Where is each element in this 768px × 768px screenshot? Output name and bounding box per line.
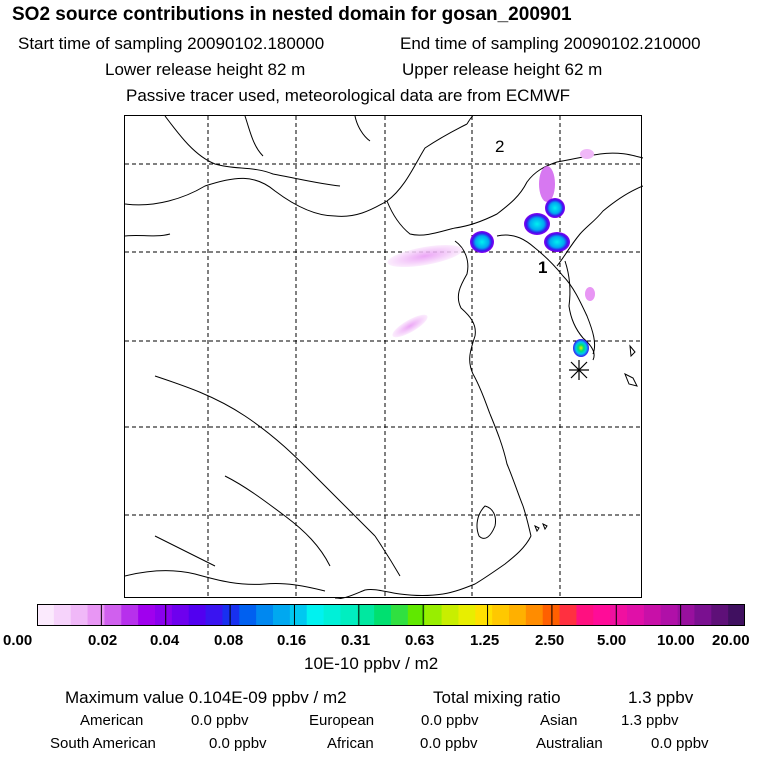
tick-label: 0.08	[214, 632, 244, 649]
colorbar-segment	[643, 604, 662, 626]
colorbar-segment	[37, 604, 55, 626]
tick-label: 0.00	[3, 632, 33, 649]
colorbar-segment	[610, 604, 628, 626]
asterisk-icon	[569, 360, 589, 380]
region-value: 0.0 ppbv	[191, 712, 249, 729]
max-value: Maximum value 0.104E-09 ppbv / m2	[65, 688, 347, 707]
region-name: American	[80, 712, 144, 729]
tick-label: 2.50	[535, 632, 565, 649]
region-value: 0.0 ppbv	[420, 735, 478, 752]
colorbar-segment	[424, 604, 443, 626]
colorbar-segment	[188, 604, 207, 626]
colorbar	[37, 604, 745, 626]
colorbar-segment	[155, 604, 173, 626]
colorbar-segment	[728, 604, 745, 626]
colorbar-segment	[441, 604, 460, 626]
colorbar-segment	[357, 604, 375, 626]
region-value: 0.0 ppbv	[421, 712, 479, 729]
colorbar-segment	[509, 604, 527, 626]
colorbar-border	[37, 604, 745, 626]
region-name: South American	[50, 735, 156, 752]
colorbar-segment	[87, 604, 106, 626]
map-panel: 2 1	[124, 115, 643, 599]
map-title: SO2 source contributions in nested domai…	[12, 4, 572, 25]
region-value: 0.0 ppbv	[209, 735, 267, 752]
colorbar-segment	[627, 604, 645, 626]
region-name: Asian	[540, 712, 578, 729]
plume-layer	[387, 149, 595, 357]
tick-label: 20.00	[712, 632, 750, 649]
region-name: African	[327, 735, 374, 752]
colorbar-segment	[576, 604, 594, 626]
total-mixing-label: Total mixing ratio	[433, 688, 561, 707]
tick-label: 0.04	[150, 632, 180, 649]
marker-2: 2	[495, 137, 504, 156]
colorbar-units: 10E-10 ppbv / m2	[304, 654, 439, 673]
colorbar-segment	[306, 604, 325, 626]
marker-1: 1	[538, 258, 547, 277]
colorbar-segment	[340, 604, 358, 626]
colorbar-segment	[407, 604, 426, 626]
colorbar-segment	[323, 604, 342, 626]
region-name: European	[309, 712, 375, 729]
total-mixing-value: 1.3 ppbv	[628, 688, 694, 707]
coastlines	[125, 116, 643, 599]
colorbar-segment	[525, 604, 544, 626]
colorbar-segment	[256, 604, 274, 626]
colorbar-segment	[53, 604, 72, 626]
colorbar-segment	[239, 604, 257, 626]
colorbar-segment	[593, 604, 611, 626]
upper-release-height: Upper release height 62 m	[402, 60, 603, 79]
colorbar-segment	[492, 604, 510, 626]
tick-label: 10.00	[657, 632, 695, 649]
tracer-note: Passive tracer used, meteorological data…	[126, 86, 571, 105]
colorbar-segment	[273, 604, 291, 626]
start-time: Start time of sampling 20090102.180000	[18, 34, 325, 53]
colorbar-segment	[475, 604, 493, 626]
colorbar-segment	[104, 604, 122, 626]
colorbar-segment	[677, 604, 696, 626]
colorbar-segment	[138, 604, 156, 626]
region-name: Australian	[536, 735, 603, 752]
colorbar-segment	[660, 604, 679, 626]
colorbar-segment	[374, 604, 392, 626]
colorbar-segment	[559, 604, 578, 626]
end-time: End time of sampling 20090102.210000	[400, 34, 701, 53]
tick-label: 0.63	[405, 632, 435, 649]
colorbar-segment	[391, 604, 409, 626]
colorbar-segment	[205, 604, 224, 626]
colorbar-segment	[121, 604, 139, 626]
tick-label: 1.25	[470, 632, 500, 649]
tick-label: 0.16	[277, 632, 307, 649]
graticule	[125, 116, 643, 599]
tick-label: 0.31	[341, 632, 371, 649]
region-value: 1.3 ppbv	[621, 712, 679, 729]
tick-label: 5.00	[597, 632, 627, 649]
colorbar-segment	[222, 604, 240, 626]
colorbar-segment	[289, 604, 308, 626]
colorbar-segment	[694, 604, 712, 626]
colorbar-segment	[70, 604, 89, 626]
region-value: 0.0 ppbv	[651, 735, 709, 752]
colorbar-segment	[458, 604, 476, 626]
map-canvas: 2 1	[125, 116, 643, 599]
colorbar-segment	[171, 604, 190, 626]
colorbar-segment	[711, 604, 729, 626]
tick-label: 0.02	[88, 632, 118, 649]
lower-release-height: Lower release height 82 m	[105, 60, 306, 79]
